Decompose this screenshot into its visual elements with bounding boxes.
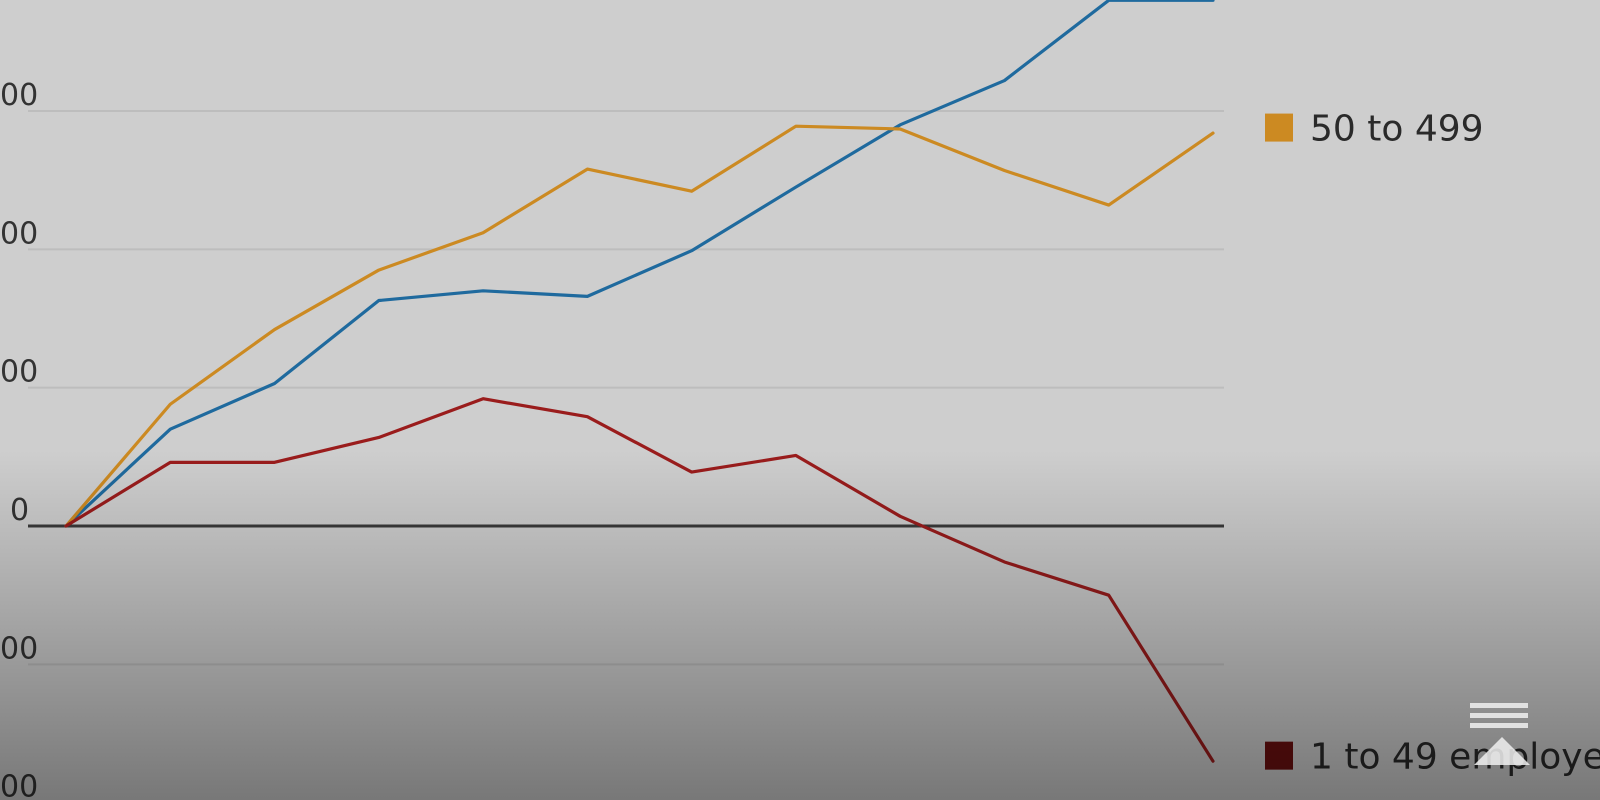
y-tick-label: 00 [0, 216, 38, 251]
y-tick-label: 00 [0, 631, 38, 666]
series-line-50-to-499 [64, 124, 1215, 528]
legend-label: 50 to 499 [1310, 109, 1484, 150]
fullscreen-toggle-icon[interactable] [1470, 703, 1530, 767]
gridlines [28, 109, 1224, 666]
series-line-1-to-49-employees [64, 397, 1215, 763]
legend-swatch [1265, 741, 1293, 770]
y-tick-label: 00 [0, 355, 38, 390]
y-tick-label: 00 [0, 78, 38, 113]
series-lines [64, 0, 1215, 763]
y-tick-label: 00 [0, 770, 38, 800]
y-tick-label: 0 [10, 493, 29, 528]
series-line-series-1 [64, 0, 1215, 528]
legend-swatch [1265, 113, 1293, 142]
legend: 50 to 499 1 to 49 employees [1265, 109, 1600, 778]
legend-label: 1 to 49 employees [1310, 737, 1600, 778]
